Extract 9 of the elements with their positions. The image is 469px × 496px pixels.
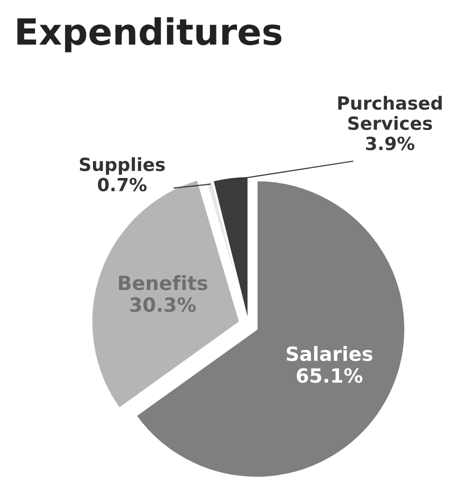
- slice-label: Benefits: [118, 275, 208, 290]
- slice-label: Purchased Services: [338, 96, 442, 130]
- data-label: 30.3%: [130, 297, 196, 312]
- data-label: 65.1%: [296, 368, 362, 383]
- slice-label: Salaries: [286, 346, 372, 362]
- chart-title: Expenditures: [17, 17, 282, 52]
- data-label: 0.7%: [98, 178, 147, 192]
- data-label: 3.9%: [366, 136, 414, 150]
- slice-label: Supplies: [80, 157, 165, 175]
